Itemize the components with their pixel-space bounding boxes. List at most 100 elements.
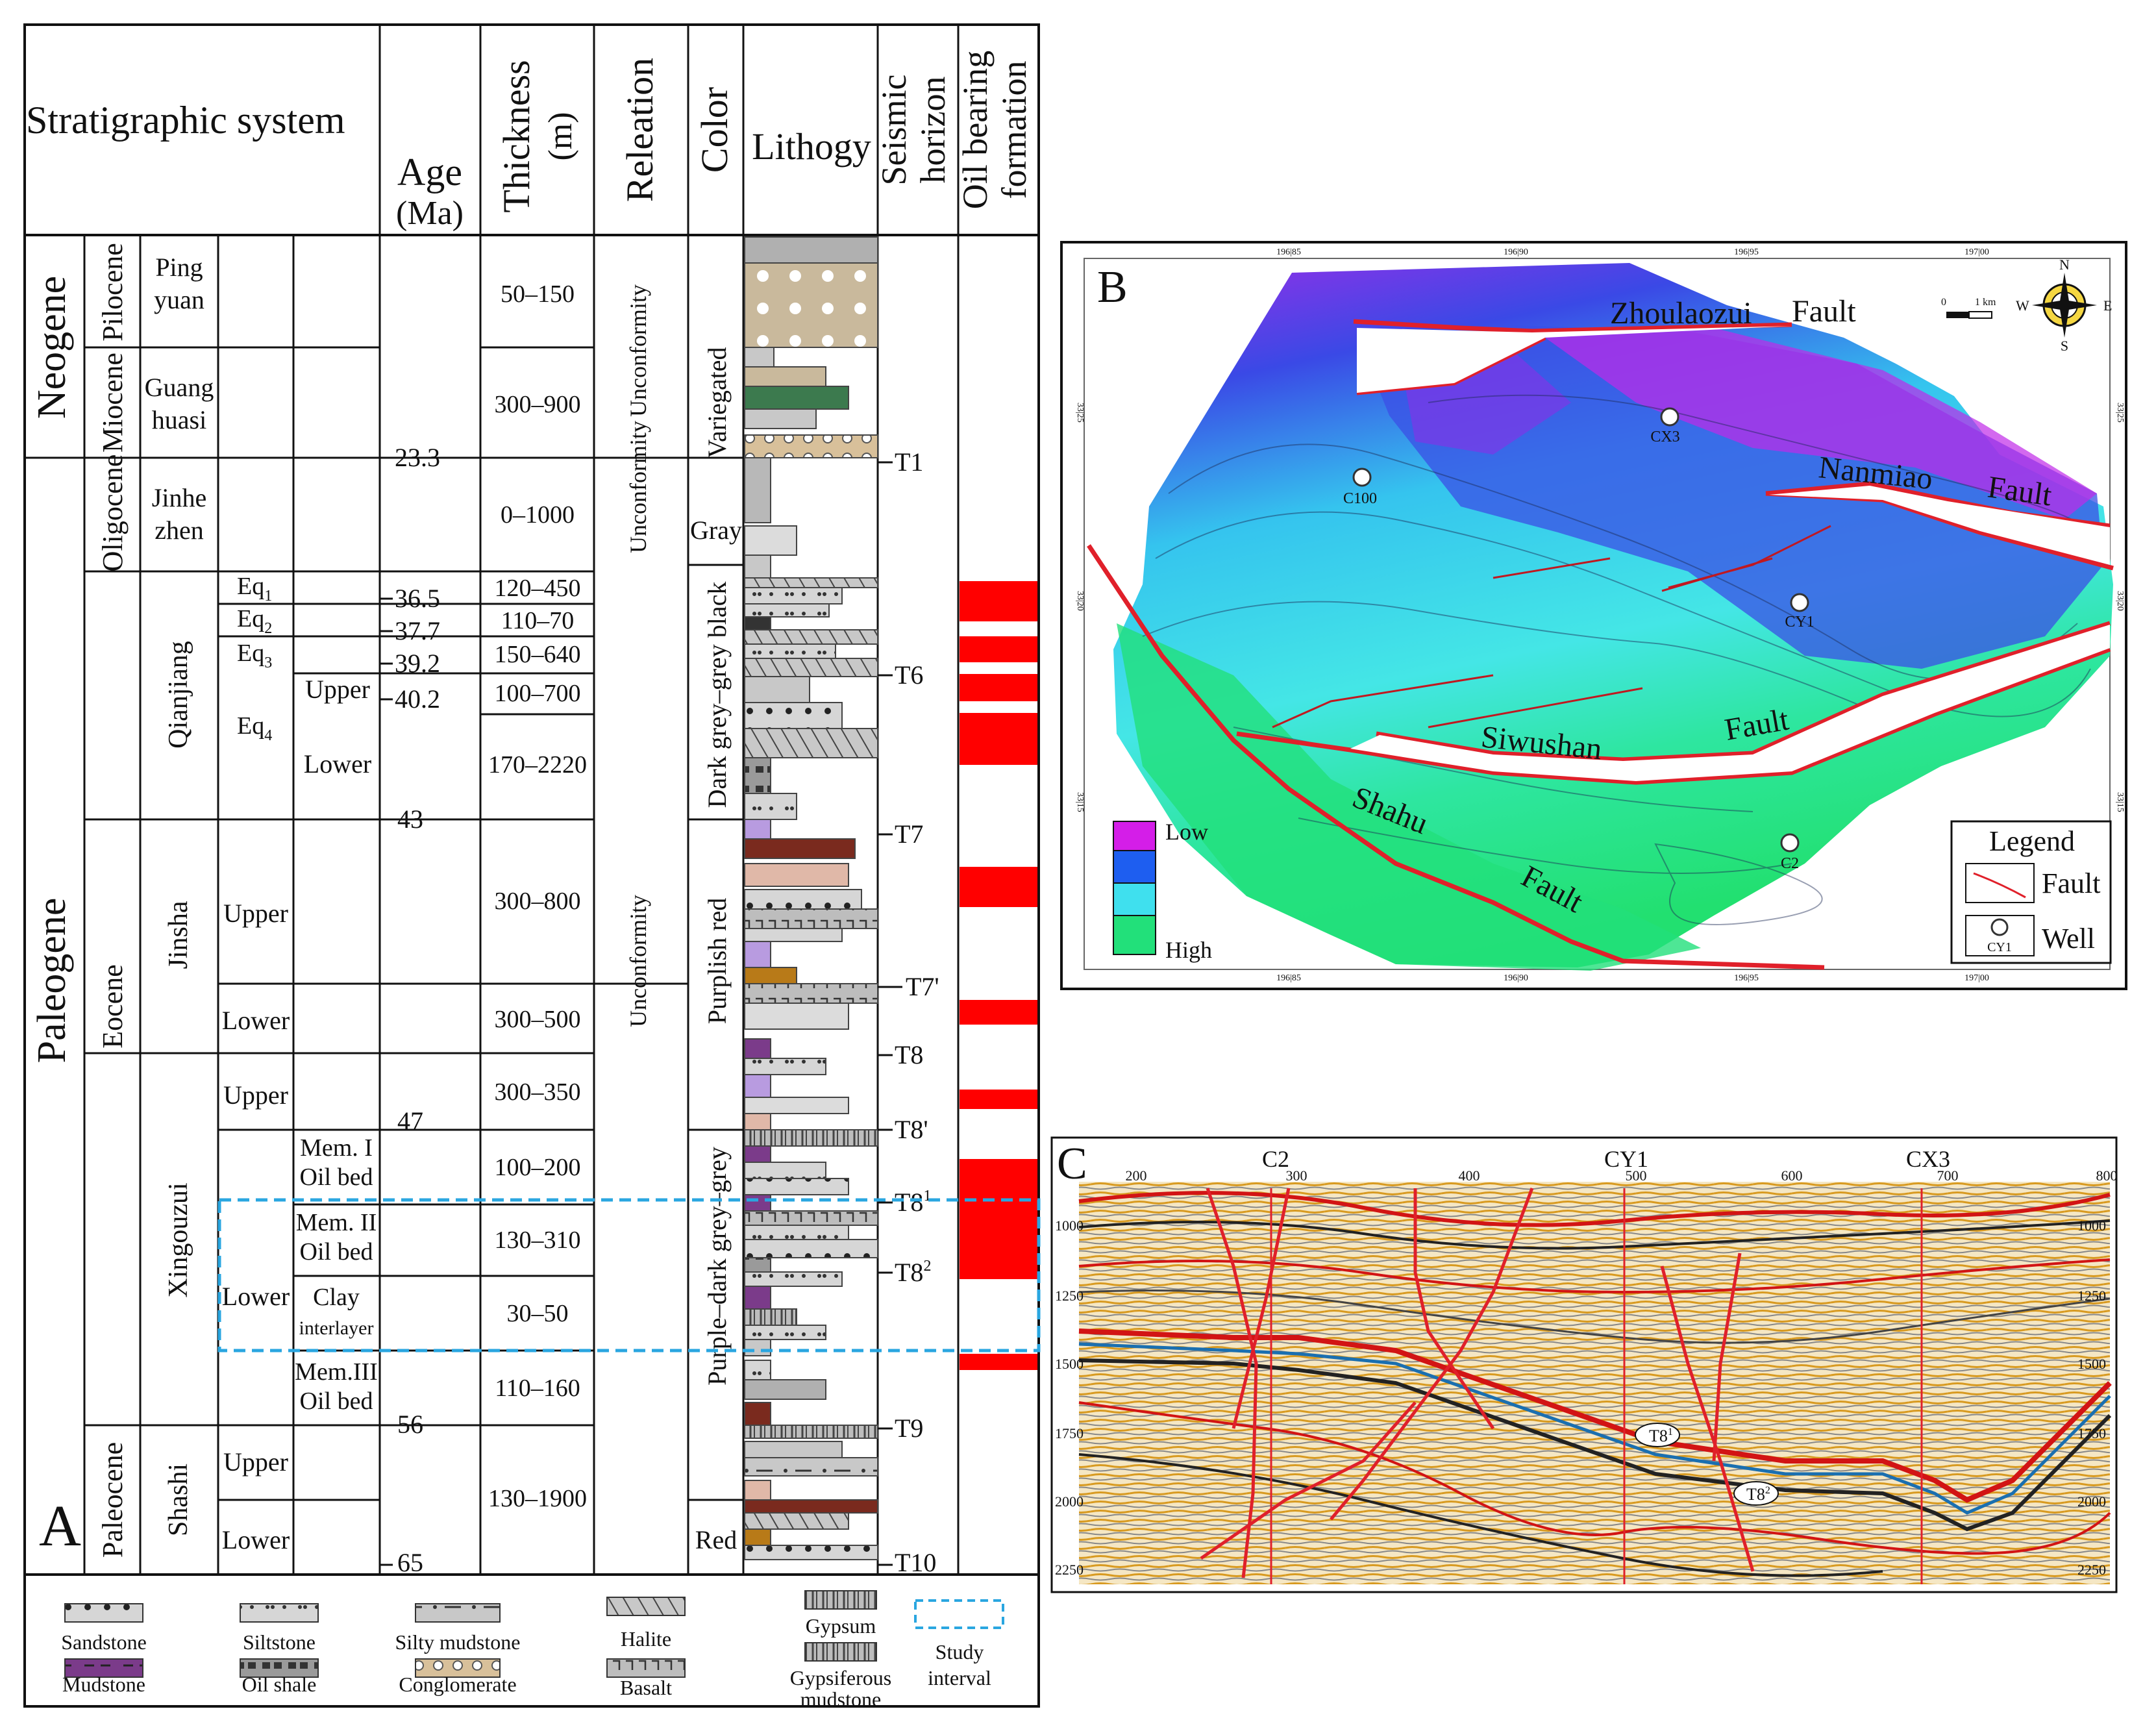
well-cx3-marker [1660,407,1679,427]
shahu-fault-line [1087,544,1825,970]
depth-legend-low [1113,821,1156,851]
y-tick: 1750 [1055,1425,1084,1441]
siwushan-fault-line [1236,647,2111,785]
x-tick: 800 [2096,1167,2118,1184]
zhoulaozui-fault-line [1353,319,1792,334]
formation-guanghuasi-1: Guang [145,373,214,402]
seismic-reflectors [1078,1191,2112,1577]
y-tick-right: 2250 [2077,1562,2106,1578]
thickness-label: 130–1900 [488,1485,587,1512]
y-tick-right: 1000 [2077,1217,2106,1234]
seismic-well-cx3: CX3 [1906,1146,1950,1172]
age-label: 56 [397,1410,423,1439]
panel-c-label: C [1057,1139,1087,1189]
y-tick-right: 1750 [2077,1425,2106,1441]
formation-qianjiang: Qianjiang [164,641,193,749]
member-eq2: Eq2 [237,605,272,637]
grid-y-label-right: 33|20 [2115,591,2125,611]
x-tick: 500 [1626,1167,1647,1184]
legend-oil-shale: Oil shale [242,1673,317,1696]
scale-one-km: 1 km [1975,297,1996,308]
well-c100-marker [1352,467,1372,487]
grid-x-label: 197|00 [1964,247,1989,257]
formation-shashi: Shashi [164,1464,193,1536]
legend-basalt-swatch [606,1658,686,1678]
minor-faults [1272,525,1831,729]
lowest-zone [1545,325,2097,519]
well-cy1-label: CY1 [1785,614,1814,630]
x-tick: 200 [1126,1167,1147,1184]
depth-legend-low-label: Low [1165,819,1208,845]
seismic-well-cy1: CY1 [1604,1146,1648,1172]
header-age-unit: (Ma) [396,195,464,232]
well-legend-icon [1990,918,2009,936]
legend-oil-shale-swatch [240,1658,319,1678]
color-purplish-red: Purplish red [702,898,732,1024]
grid-y-label: 33|20 [1075,591,1085,611]
subunit-mem3-1: Mem.III [295,1358,378,1386]
seismic-y-ticks: 1000 1250 1500 1750 2000 2250 1000 1250 … [1055,1217,2106,1578]
subunit-mem2-2: Oil bed [300,1238,373,1265]
thickness-labels: 50–150 300–900 0–1000 120–450 110–70 150… [488,280,587,1512]
formation-jinhezhen-1: Jinhe [152,483,206,512]
siwushan-fault-line-2 [1376,621,2111,762]
y-tick: 2000 [1055,1493,1084,1510]
age-label: 37.7 [395,616,440,645]
seismic-horizon-t8-1: T81 [1649,1427,1673,1445]
subunit-shashi-upper: Upper [223,1447,288,1477]
subunit-jinsha-lower: Lower [222,1006,290,1035]
age-label: 40.2 [395,684,440,714]
legend-siltstone: Siltstone [243,1630,316,1654]
seismic-horizon-labels: T1 T6 T7 T7' T8 T8' T81 T82 T9 T10 [878,447,939,1577]
formation-pingyuan-1: Ping [155,253,203,282]
color-red: Red [695,1525,737,1554]
legend-interval: interval [928,1666,991,1689]
map-legend-well: Well [2042,923,2095,954]
grid-x-label: 196|90 [1504,247,1528,257]
header-color: Color [693,87,736,173]
relation-unconformity-3: Unconformity [625,895,651,1027]
oil-interval [960,581,1037,621]
oil-interval [960,1354,1037,1370]
color-gray: Gray [690,516,742,545]
seismic-well-c2: C2 [1262,1146,1289,1172]
color-dark-grey: Dark grey–grey black [702,582,732,808]
legend-basalt: Basalt [620,1676,672,1699]
lithology-legend: Sandstone Mudstone Siltstone Oil shale S… [61,1590,1004,1711]
x-tick: 300 [1286,1167,1307,1184]
contour-lines [1142,394,2091,925]
series-miocene: Miocene [97,353,129,453]
thickness-label: 0–1000 [501,501,575,529]
horizon-t8-2: T82 [895,1258,931,1287]
member-eq3: Eq3 [237,640,272,671]
age-label: 36.5 [395,584,440,613]
well-cy1-marker [1790,593,1809,612]
color-variegated: Variegated [702,347,732,458]
compass-rose-icon: N S E W [2016,256,2112,354]
y-tick-right: 2000 [2077,1493,2106,1510]
y-tick: 2250 [1055,1562,1084,1578]
horizon-t7-prime: T7' [906,972,939,1001]
thickness-label: 100–200 [495,1154,581,1181]
legend-gypsum: Gypsum [806,1614,876,1638]
subunit-eq4-upper: Upper [305,675,370,704]
legend-siltstone-swatch [240,1603,319,1623]
well-c100-label: C100 [1343,490,1377,507]
grid-y-label-right: 33|25 [2115,403,2125,423]
map-legend: Legend Fault CY1 Well [1950,820,2112,964]
thickness-label: 150–640 [495,641,581,668]
label-zhoulaozui-fault: Fault [1792,294,1856,329]
thickness-label: 110–70 [501,607,575,634]
series-eocene: Eocene [97,964,129,1048]
x-tick: 600 [1781,1167,1803,1184]
subunit-clay-1: Clay [313,1284,360,1311]
thickness-label: 30–50 [507,1300,569,1327]
legend-halite: Halite [621,1627,671,1651]
y-tick-right: 1250 [2077,1288,2106,1304]
oil-interval [960,713,1037,765]
thickness-label: 300–350 [495,1078,581,1106]
y-tick: 1250 [1055,1288,1084,1304]
seismic-faults [1200,1188,1923,1584]
legend-halite-swatch [606,1597,686,1616]
scale-zero: 0 [1941,297,1946,308]
